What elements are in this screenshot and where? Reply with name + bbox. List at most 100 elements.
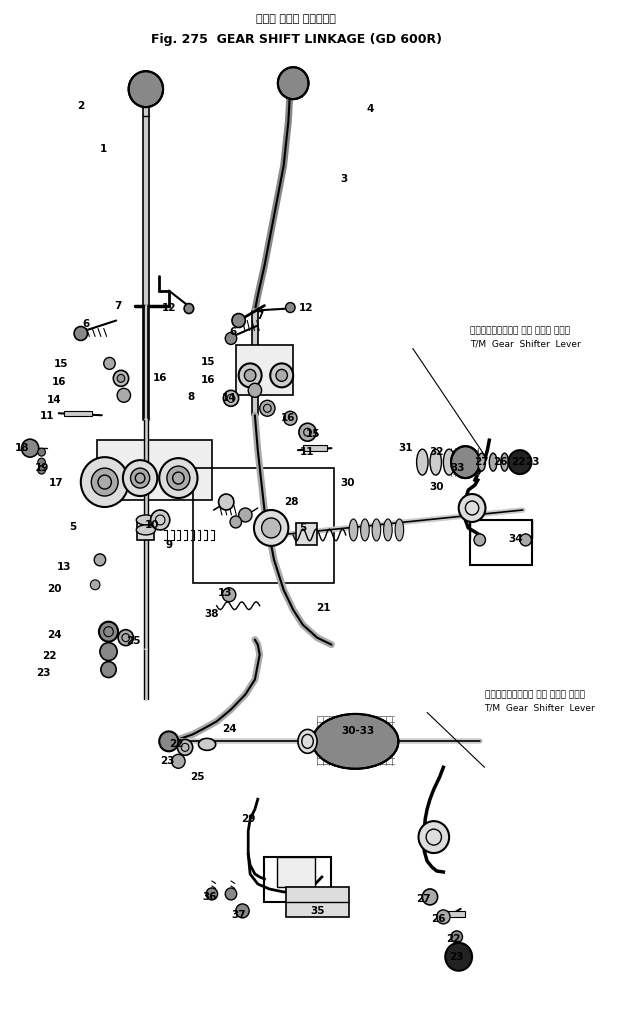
Text: 24: 24 (222, 725, 236, 735)
Ellipse shape (349, 519, 358, 541)
Text: 15: 15 (54, 359, 68, 369)
Text: 3: 3 (340, 174, 347, 184)
Ellipse shape (199, 738, 216, 750)
Ellipse shape (430, 450, 441, 475)
Text: 34: 34 (509, 534, 523, 544)
Text: 1: 1 (100, 144, 107, 154)
Text: 19: 19 (35, 463, 49, 473)
Circle shape (178, 739, 193, 755)
Text: 33: 33 (450, 463, 465, 473)
Text: 17: 17 (49, 478, 63, 488)
Circle shape (117, 389, 131, 402)
Circle shape (299, 423, 316, 442)
Circle shape (508, 451, 531, 474)
Text: 30: 30 (341, 478, 355, 488)
Text: 16: 16 (281, 413, 296, 423)
Text: 14: 14 (222, 393, 236, 403)
Circle shape (167, 466, 190, 490)
Text: 30-33: 30-33 (342, 727, 375, 737)
Circle shape (99, 621, 118, 641)
Text: 16: 16 (153, 374, 167, 384)
Text: 38: 38 (205, 609, 219, 619)
Circle shape (284, 411, 297, 425)
Bar (137, 520, 154, 540)
Text: 25: 25 (126, 635, 141, 646)
Circle shape (101, 662, 116, 678)
Ellipse shape (372, 519, 381, 541)
Text: 26: 26 (494, 457, 508, 467)
Circle shape (225, 888, 237, 900)
Text: 30: 30 (429, 482, 444, 492)
Text: 37: 37 (231, 909, 246, 920)
Circle shape (286, 302, 295, 313)
Circle shape (94, 554, 106, 565)
Circle shape (236, 904, 249, 918)
Text: 18: 18 (15, 444, 30, 453)
Ellipse shape (136, 525, 155, 535)
Circle shape (230, 516, 241, 528)
Bar (236, 345, 293, 395)
Circle shape (118, 629, 133, 646)
Text: 22: 22 (511, 457, 525, 467)
Text: 5: 5 (299, 523, 307, 533)
Text: 27: 27 (474, 457, 489, 467)
Text: 29: 29 (241, 814, 255, 824)
Circle shape (239, 363, 262, 388)
Text: 2: 2 (77, 102, 85, 111)
Text: 11: 11 (300, 448, 315, 457)
Circle shape (128, 71, 163, 108)
Text: 13: 13 (56, 562, 71, 571)
Circle shape (248, 384, 262, 397)
Text: 22: 22 (169, 739, 184, 749)
Circle shape (104, 357, 115, 369)
Text: ギャー シフト リンケージ: ギャー シフト リンケージ (256, 14, 336, 24)
Circle shape (100, 642, 117, 661)
Text: 22: 22 (42, 651, 57, 661)
Ellipse shape (512, 453, 520, 471)
Circle shape (451, 931, 463, 943)
Ellipse shape (395, 519, 404, 541)
Circle shape (91, 468, 118, 496)
Circle shape (184, 303, 194, 314)
Text: 16: 16 (52, 378, 66, 388)
Text: 6: 6 (82, 319, 89, 329)
Circle shape (232, 314, 246, 328)
Ellipse shape (444, 450, 455, 475)
Circle shape (90, 580, 100, 590)
Circle shape (172, 754, 185, 768)
Circle shape (276, 369, 288, 382)
Text: トランスミッション ギャ シフタ レバー: トランスミッション ギャ シフタ レバー (470, 326, 570, 335)
Bar (296, 523, 317, 545)
Circle shape (123, 460, 157, 496)
Circle shape (222, 588, 236, 602)
Bar (286, 887, 349, 917)
Text: 5: 5 (70, 522, 77, 532)
Text: 32: 32 (429, 448, 444, 457)
Circle shape (218, 494, 234, 510)
Text: 22: 22 (445, 934, 460, 944)
Circle shape (445, 943, 472, 970)
Text: 27: 27 (416, 894, 431, 904)
Circle shape (254, 510, 288, 546)
Text: 24: 24 (47, 629, 61, 639)
Text: 16: 16 (201, 376, 215, 386)
Circle shape (437, 909, 450, 924)
Circle shape (131, 468, 150, 488)
Circle shape (38, 458, 46, 466)
Bar (64, 411, 93, 416)
Circle shape (278, 67, 308, 99)
Text: 23: 23 (160, 756, 174, 766)
Circle shape (151, 510, 170, 530)
Text: 23: 23 (525, 457, 540, 467)
Circle shape (520, 534, 531, 546)
Bar (303, 446, 326, 451)
Text: 6: 6 (230, 328, 236, 337)
Text: 23: 23 (450, 952, 464, 962)
Text: 35: 35 (310, 906, 325, 916)
Text: 7: 7 (114, 300, 122, 311)
Text: 4: 4 (366, 105, 373, 114)
Bar (193, 468, 334, 583)
Bar (265, 857, 331, 902)
Text: 28: 28 (284, 497, 299, 508)
Bar (277, 857, 315, 887)
